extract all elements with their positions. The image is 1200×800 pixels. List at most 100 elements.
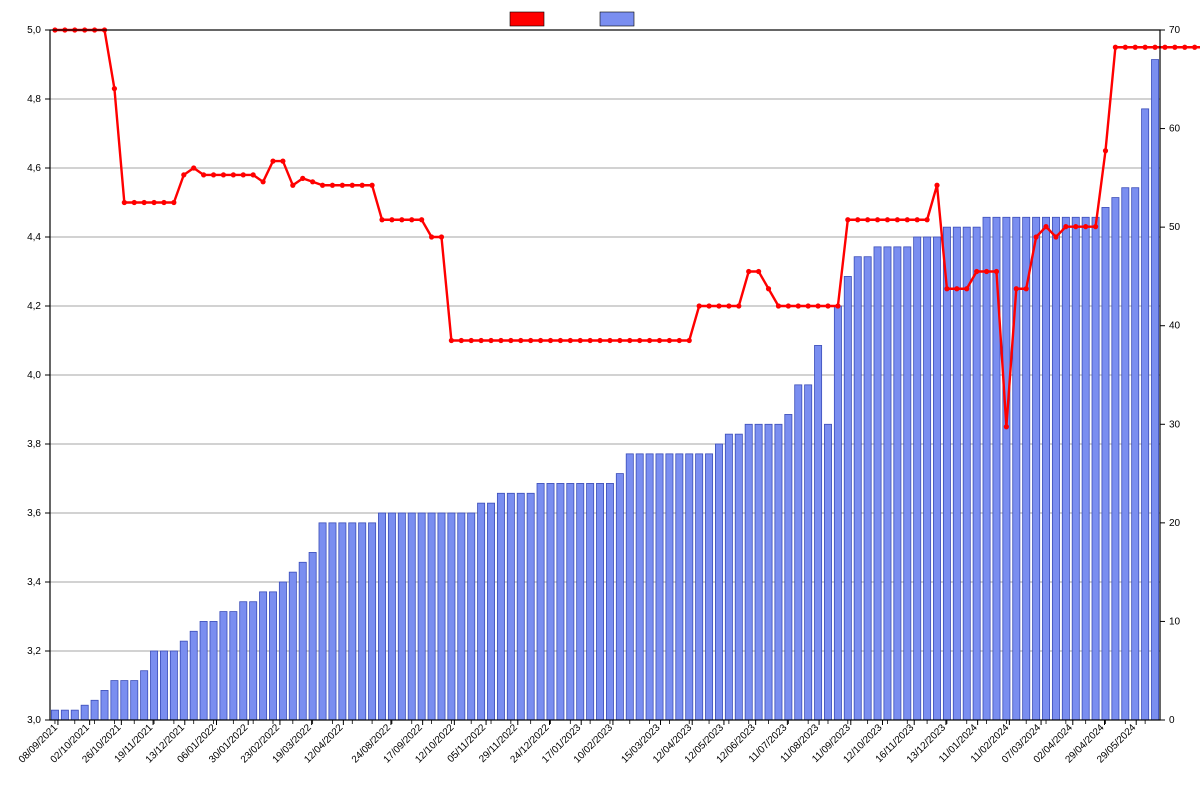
line-marker — [300, 176, 305, 181]
line-marker — [142, 200, 147, 205]
bar — [943, 227, 950, 720]
y-right-tick-label: 70 — [1169, 25, 1181, 36]
line-marker — [1123, 45, 1128, 50]
line-marker — [726, 303, 731, 308]
y-left-tick-label: 4,8 — [27, 94, 41, 105]
line-marker — [112, 86, 117, 91]
bar — [1082, 217, 1089, 720]
bar — [735, 434, 742, 720]
line-marker — [488, 338, 493, 343]
bar — [606, 483, 613, 720]
line-marker — [677, 338, 682, 343]
bar — [884, 247, 891, 720]
bar — [834, 306, 841, 720]
bar — [141, 671, 148, 720]
bar — [289, 572, 296, 720]
line-marker — [578, 338, 583, 343]
line-marker — [687, 338, 692, 343]
bar — [170, 651, 177, 720]
bar — [1092, 217, 1099, 720]
line-marker — [746, 269, 751, 274]
bar — [636, 454, 643, 720]
line-marker — [934, 183, 939, 188]
line-marker — [399, 217, 404, 222]
y-left-tick-label: 3,4 — [27, 577, 41, 588]
bar — [517, 493, 524, 720]
line-marker — [439, 234, 444, 239]
y-left-tick-label: 3,8 — [27, 439, 41, 450]
line-marker — [389, 217, 394, 222]
y-left-tick-label: 4,2 — [27, 301, 41, 312]
bar — [1112, 198, 1119, 720]
line-marker — [825, 303, 830, 308]
bar — [1042, 217, 1049, 720]
bar — [378, 513, 385, 720]
bar — [1062, 217, 1069, 720]
line-marker — [766, 286, 771, 291]
line-marker — [360, 183, 365, 188]
line-marker — [1182, 45, 1187, 50]
line-marker — [221, 172, 226, 177]
legend-bar-swatch — [600, 12, 634, 26]
line-marker — [538, 338, 543, 343]
line-marker — [449, 338, 454, 343]
line-marker — [796, 303, 801, 308]
line-marker — [855, 217, 860, 222]
bar — [1102, 207, 1109, 720]
bar — [51, 710, 58, 720]
bar — [71, 710, 78, 720]
line-marker — [984, 269, 989, 274]
bar — [309, 552, 316, 720]
bar — [349, 523, 356, 720]
line-marker — [122, 200, 127, 205]
bar — [388, 513, 395, 720]
bar — [160, 651, 167, 720]
bar — [418, 513, 425, 720]
line-marker — [1034, 234, 1039, 239]
bar — [260, 592, 267, 720]
bar — [844, 276, 851, 720]
bar — [398, 513, 405, 720]
line-marker — [647, 338, 652, 343]
line-marker — [1014, 286, 1019, 291]
bar — [696, 454, 703, 720]
line-marker — [469, 338, 474, 343]
bar — [705, 454, 712, 720]
line-marker — [1083, 224, 1088, 229]
bar — [864, 257, 871, 720]
y-right-tick-label: 10 — [1169, 616, 1181, 627]
bar — [686, 454, 693, 720]
bar — [448, 513, 455, 720]
line-marker — [369, 183, 374, 188]
bar — [527, 493, 534, 720]
bar — [111, 681, 118, 720]
line-marker — [270, 159, 275, 164]
line-marker — [350, 183, 355, 188]
bar — [131, 681, 138, 720]
line-marker — [885, 217, 890, 222]
bar — [428, 513, 435, 720]
bar — [933, 237, 940, 720]
bar — [319, 523, 326, 720]
line-marker — [657, 338, 662, 343]
line-marker — [1152, 45, 1157, 50]
line-marker — [379, 217, 384, 222]
line-marker — [875, 217, 880, 222]
bar — [537, 483, 544, 720]
line-marker — [994, 269, 999, 274]
line-marker — [479, 338, 484, 343]
line-marker — [409, 217, 414, 222]
y-left-tick-label: 4,6 — [27, 163, 41, 174]
bar — [81, 705, 88, 720]
bar — [487, 503, 494, 720]
bar — [1033, 217, 1040, 720]
line-marker — [597, 338, 602, 343]
bar — [408, 513, 415, 720]
bar — [547, 483, 554, 720]
bar — [894, 247, 901, 720]
bar — [210, 621, 217, 720]
line-marker — [716, 303, 721, 308]
line-marker — [1043, 224, 1048, 229]
bar — [220, 612, 227, 720]
line-marker — [944, 286, 949, 291]
